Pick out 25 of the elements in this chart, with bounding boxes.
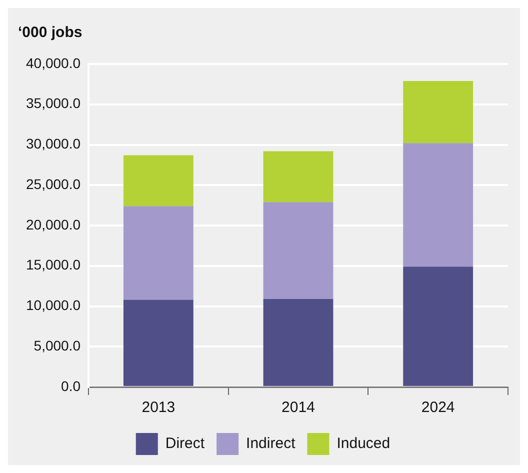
y-tick-label: 25,000.0	[26, 176, 81, 192]
x-tick-label: 2014	[282, 399, 315, 416]
legend-label: Indirect	[246, 435, 296, 452]
bar	[123, 206, 194, 300]
bar	[263, 298, 334, 386]
bar	[403, 80, 474, 144]
y-tick-label: 0.0	[61, 378, 81, 394]
y-tick-label: 30,000.0	[26, 136, 81, 152]
legend-label: Direct	[165, 435, 206, 452]
y-tick-label: 20,000.0	[26, 216, 81, 232]
y-tick-label: 40,000.0	[26, 54, 81, 71]
y-axis-title: ‘000 jobs	[18, 24, 82, 42]
y-tick-label: 10,000.0	[26, 297, 81, 314]
bar	[123, 155, 194, 206]
y-tick-label: 35,000.0	[26, 95, 81, 112]
bar	[263, 151, 334, 202]
y-tick-label: 5,000.0	[34, 337, 81, 354]
y-tick-label: 15,000.0	[26, 256, 81, 273]
bar	[403, 143, 474, 267]
bar	[263, 202, 334, 299]
x-tick-label: 2013	[142, 399, 176, 416]
bar	[123, 300, 194, 386]
legend-label: Induced	[336, 435, 390, 452]
x-tick-label: 2024	[421, 399, 455, 416]
bar	[403, 266, 474, 386]
